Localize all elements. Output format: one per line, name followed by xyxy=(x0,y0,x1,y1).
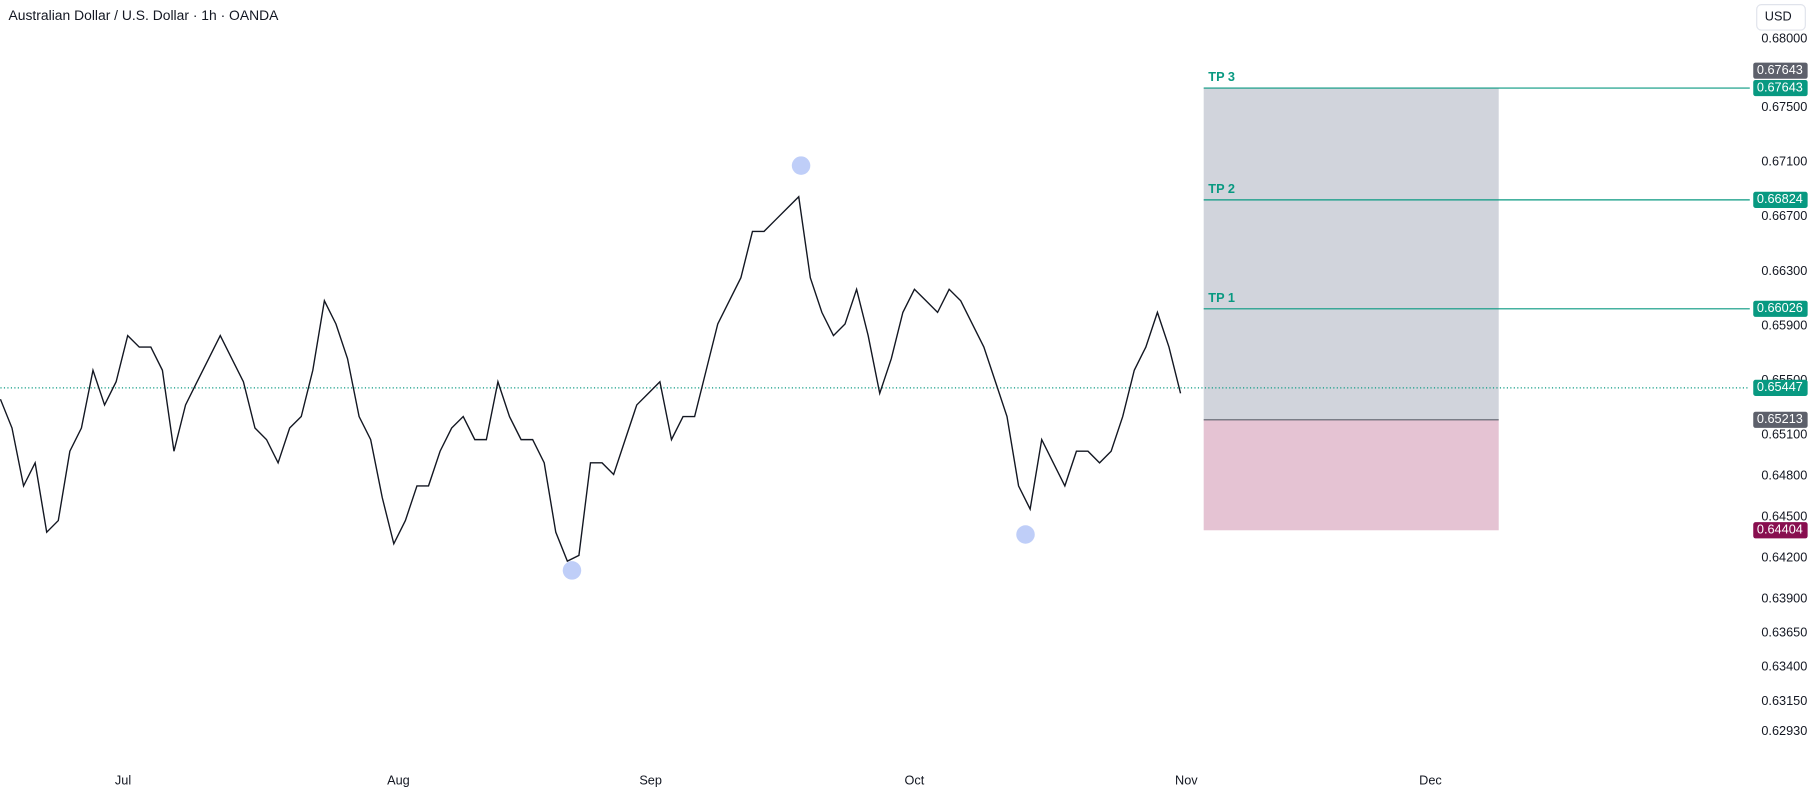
x-tick-label: Sep xyxy=(639,772,662,787)
y-tick-label: 0.65100 xyxy=(1761,427,1807,442)
tp-badge xyxy=(1753,300,1808,317)
y-tick-label: 0.63900 xyxy=(1761,590,1807,605)
target-badge xyxy=(1753,62,1808,79)
y-tick-label: 0.63400 xyxy=(1761,659,1807,674)
x-tick-label: Aug xyxy=(387,772,410,787)
entry-badge xyxy=(1753,411,1808,428)
y-tick-label: 0.66300 xyxy=(1761,263,1807,278)
tp-badge-text: 0.67643 xyxy=(1757,79,1803,94)
x-tick-label: Nov xyxy=(1175,772,1198,787)
pivot-marker xyxy=(791,156,811,175)
x-tick-label: Dec xyxy=(1419,772,1442,787)
x-tick-label: Oct xyxy=(905,772,925,787)
tp-badge-text: 0.66824 xyxy=(1757,191,1803,206)
y-tick-label: 0.63650 xyxy=(1761,625,1807,640)
y-tick-label: 0.68000 xyxy=(1761,31,1807,46)
tp-badge-text: 0.66026 xyxy=(1757,300,1803,315)
y-tick-label: 0.64800 xyxy=(1761,468,1807,483)
pivot-marker xyxy=(1016,525,1035,544)
tp-label: TP 1 xyxy=(1208,290,1235,305)
price-line xyxy=(0,195,1182,563)
stop-badge-text: 0.64404 xyxy=(1757,522,1803,537)
x-tick-label: Jul xyxy=(115,772,131,787)
target-zone xyxy=(1203,88,1499,420)
tp-label: TP 3 xyxy=(1208,69,1235,84)
last-price-badge xyxy=(1753,379,1808,396)
y-tick-label: 0.65900 xyxy=(1761,317,1807,332)
tp-badge xyxy=(1753,79,1808,97)
currency-label[interactable]: USD xyxy=(1765,9,1792,24)
last-price-badge-text: 0.65447 xyxy=(1757,379,1803,394)
tp-label: TP 2 xyxy=(1208,181,1235,196)
stop-zone xyxy=(1203,419,1499,531)
tp-badge xyxy=(1753,191,1808,208)
y-tick-label: 0.67500 xyxy=(1761,99,1807,114)
y-tick-label: 0.63150 xyxy=(1761,693,1807,708)
y-tick-label: 0.62930 xyxy=(1761,723,1807,738)
entry-badge-text: 0.65213 xyxy=(1757,411,1803,426)
stop-badge xyxy=(1753,522,1808,539)
target-badge-text: 0.67643 xyxy=(1757,62,1803,77)
y-tick-label: 0.67100 xyxy=(1761,154,1807,169)
y-tick-label: 0.64500 xyxy=(1761,509,1807,524)
chart-title: Australian Dollar / U.S. Dollar · 1h · O… xyxy=(9,7,280,23)
pivot-marker xyxy=(562,561,582,580)
currency-button[interactable] xyxy=(1756,4,1806,31)
y-tick-label: 0.64200 xyxy=(1761,549,1807,564)
y-tick-label: 0.66700 xyxy=(1761,208,1807,223)
